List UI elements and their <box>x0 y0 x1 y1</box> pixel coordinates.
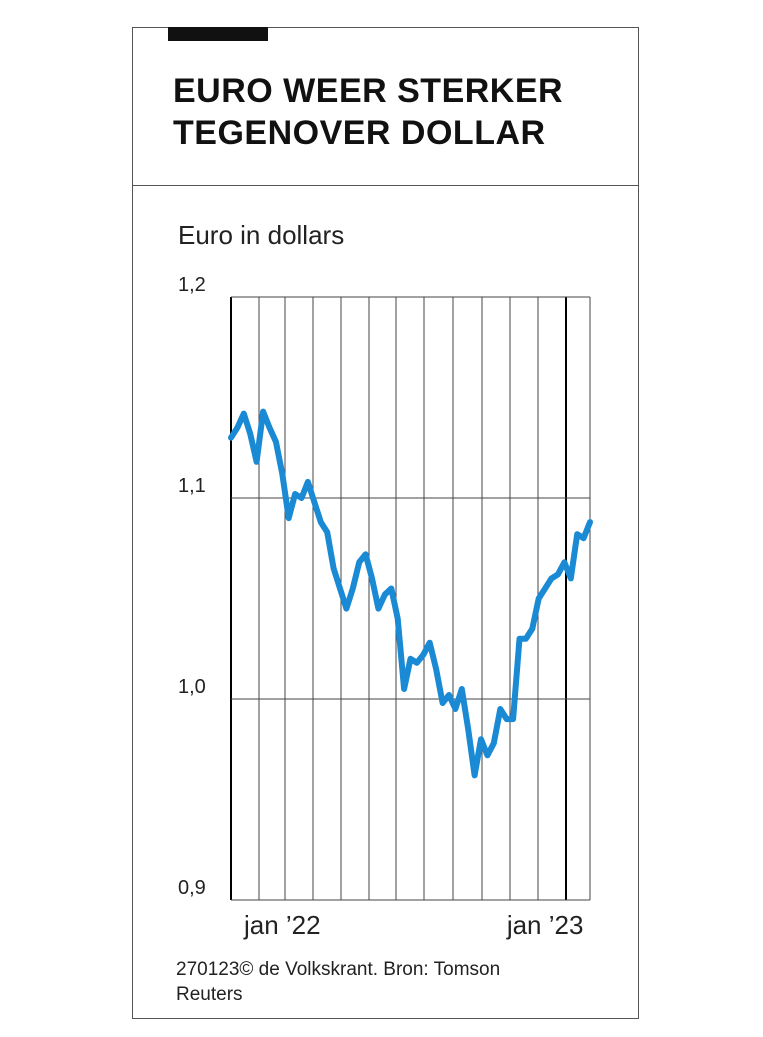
y-tick-label: 1,1 <box>178 475 206 497</box>
y-tick-label: 1,2 <box>178 274 206 296</box>
x-tick-label: jan ’23 <box>506 910 584 940</box>
chart-title: EURO WEER STERKER TEGENOVER DOLLAR <box>173 72 564 152</box>
source-note: 270123© de Volkskrant. Bron: Tomson Reut… <box>176 959 501 1005</box>
top-bar <box>168 27 268 41</box>
y-tick-label: 1,0 <box>178 676 206 698</box>
frame <box>132 27 639 1019</box>
y-tick-label: 0,9 <box>178 877 206 899</box>
chart-subtitle: Euro in dollars <box>178 220 345 250</box>
data-line <box>228 408 593 779</box>
x-tick-label: jan ’22 <box>243 910 321 940</box>
divider <box>132 185 639 186</box>
